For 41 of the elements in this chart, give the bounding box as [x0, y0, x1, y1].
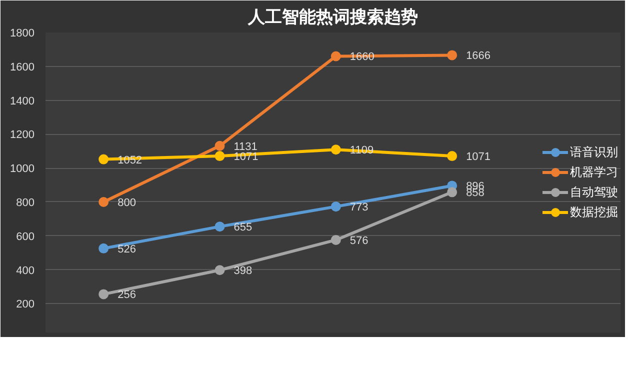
point — [330, 234, 341, 245]
data-label: 655 — [234, 222, 252, 234]
y-tick-label: 1200 — [10, 129, 35, 142]
point — [447, 187, 458, 198]
point — [330, 144, 341, 155]
y-tick-label: 1800 — [10, 28, 35, 40]
data-label: 526 — [118, 243, 136, 256]
data-label: 398 — [234, 265, 252, 278]
legend-label: 数据挖掘 — [570, 204, 618, 220]
point — [98, 197, 109, 207]
point — [330, 202, 341, 212]
point — [98, 243, 109, 254]
data-label: 1666 — [466, 50, 491, 62]
y-tick-label: 600 — [16, 230, 35, 243]
point — [214, 151, 225, 162]
data-label: 256 — [118, 289, 136, 302]
y-tick-label: 200 — [16, 298, 35, 311]
data-label: 858 — [466, 187, 484, 200]
data-label: 1071 — [466, 151, 491, 164]
point — [330, 51, 341, 62]
data-label: 1131 — [234, 140, 258, 153]
point — [98, 154, 109, 164]
y-tick-label: 800 — [16, 196, 35, 209]
legend-label: 语音识别 — [570, 144, 618, 160]
chart-title: 人工智能热词搜索趋势 — [247, 8, 418, 28]
point — [447, 151, 458, 162]
legend-label: 自动驾驶 — [570, 184, 618, 200]
data-label: 576 — [350, 234, 368, 247]
data-label: 800 — [118, 196, 136, 209]
data-label: 773 — [350, 202, 368, 214]
y-tick-label: 1400 — [10, 95, 35, 108]
y-tick-label: 400 — [16, 264, 35, 277]
point — [214, 265, 225, 276]
point — [214, 222, 225, 232]
data-label: 1109 — [350, 144, 374, 157]
legend-label: 机器学习 — [570, 164, 618, 180]
point — [98, 289, 109, 300]
point — [214, 140, 225, 151]
y-tick-label: 1600 — [10, 61, 35, 74]
y-tick-label: 1000 — [10, 163, 35, 176]
point — [447, 50, 458, 60]
